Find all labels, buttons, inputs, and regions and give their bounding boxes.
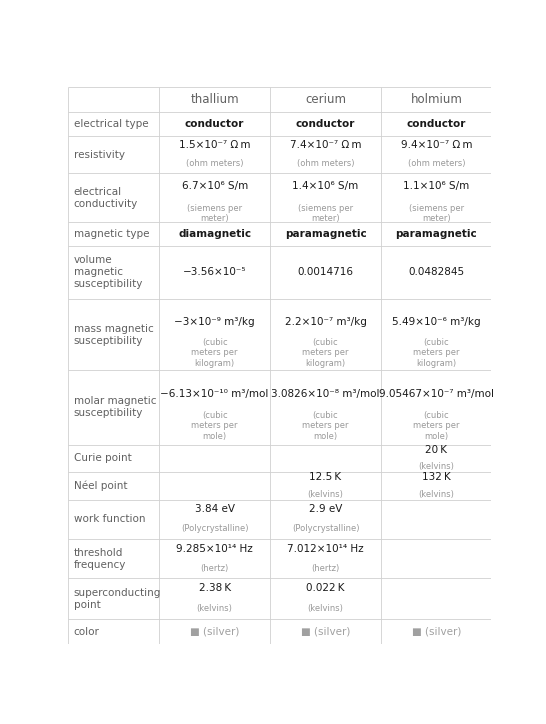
- Text: mass magnetic
susceptibility: mass magnetic susceptibility: [74, 324, 153, 345]
- Text: 9.05467×10⁻⁷ m³/mol: 9.05467×10⁻⁷ m³/mol: [379, 389, 494, 399]
- Text: color: color: [74, 627, 99, 637]
- Text: (kelvins): (kelvins): [307, 489, 343, 499]
- Text: conductor: conductor: [185, 119, 245, 129]
- Text: (cubic
meters per
mole): (cubic meters per mole): [302, 411, 349, 441]
- Text: (kelvins): (kelvins): [418, 462, 454, 471]
- Text: (cubic
meters per
mole): (cubic meters per mole): [192, 411, 238, 441]
- Text: ■ (silver): ■ (silver): [190, 627, 239, 637]
- Text: electrical
conductivity: electrical conductivity: [74, 187, 138, 209]
- Text: (kelvins): (kelvins): [197, 604, 233, 613]
- Text: 6.7×10⁶ S/m: 6.7×10⁶ S/m: [181, 182, 248, 191]
- Text: (cubic
meters per
kilogram): (cubic meters per kilogram): [192, 338, 238, 368]
- Text: magnetic type: magnetic type: [74, 229, 149, 239]
- Text: paramagnetic: paramagnetic: [395, 229, 477, 239]
- Text: (cubic
meters per
kilogram): (cubic meters per kilogram): [302, 338, 349, 368]
- Text: volume
magnetic
susceptibility: volume magnetic susceptibility: [74, 256, 143, 290]
- Text: 7.012×10¹⁴ Hz: 7.012×10¹⁴ Hz: [287, 544, 364, 554]
- Text: 1.1×10⁶ S/m: 1.1×10⁶ S/m: [403, 182, 470, 191]
- Text: −3×10⁻⁹ m³/kg: −3×10⁻⁹ m³/kg: [174, 317, 255, 327]
- Text: 3.0826×10⁻⁸ m³/mol: 3.0826×10⁻⁸ m³/mol: [271, 389, 380, 399]
- Text: 132 K: 132 K: [422, 472, 451, 482]
- Text: (ohm meters): (ohm meters): [186, 159, 244, 169]
- Text: 20 K: 20 K: [425, 445, 447, 455]
- Text: (Polycrystalline): (Polycrystalline): [292, 524, 359, 534]
- Text: diamagnetic: diamagnetic: [178, 229, 251, 239]
- Text: 0.0014716: 0.0014716: [298, 267, 353, 277]
- Text: ■ (silver): ■ (silver): [412, 627, 461, 637]
- Text: conductor: conductor: [296, 119, 355, 129]
- Text: thallium: thallium: [191, 93, 239, 106]
- Text: (cubic
meters per
mole): (cubic meters per mole): [413, 411, 460, 441]
- Text: (siemens per
meter): (siemens per meter): [409, 204, 464, 224]
- Text: 2.9 eV: 2.9 eV: [309, 504, 342, 514]
- Text: resistivity: resistivity: [74, 149, 124, 159]
- Text: cerium: cerium: [305, 93, 346, 106]
- Text: Néel point: Néel point: [74, 481, 127, 491]
- Text: ■ (silver): ■ (silver): [301, 627, 350, 637]
- Text: 3.84 eV: 3.84 eV: [195, 504, 235, 514]
- Text: 7.4×10⁻⁷ Ω m: 7.4×10⁻⁷ Ω m: [290, 140, 361, 150]
- Text: 12.5 K: 12.5 K: [310, 472, 342, 482]
- Text: (cubic
meters per
kilogram): (cubic meters per kilogram): [413, 338, 460, 368]
- Text: superconducting
point: superconducting point: [74, 588, 161, 610]
- Text: (ohm meters): (ohm meters): [297, 159, 354, 169]
- Text: (Polycrystalline): (Polycrystalline): [181, 524, 248, 534]
- Text: 0.0482845: 0.0482845: [408, 267, 465, 277]
- Text: (kelvins): (kelvins): [418, 489, 454, 499]
- Text: 9.285×10¹⁴ Hz: 9.285×10¹⁴ Hz: [176, 544, 253, 554]
- Text: threshold
frequency: threshold frequency: [74, 547, 126, 570]
- Text: molar magnetic
susceptibility: molar magnetic susceptibility: [74, 396, 156, 418]
- Text: 5.49×10⁻⁶ m³/kg: 5.49×10⁻⁶ m³/kg: [392, 317, 480, 327]
- Text: (ohm meters): (ohm meters): [408, 159, 465, 169]
- Text: 2.38 K: 2.38 K: [199, 584, 231, 594]
- Text: work function: work function: [74, 514, 145, 524]
- Text: (kelvins): (kelvins): [307, 604, 343, 613]
- Text: electrical type: electrical type: [74, 119, 149, 129]
- Text: 9.4×10⁻⁷ Ω m: 9.4×10⁻⁷ Ω m: [401, 140, 472, 150]
- Text: holmium: holmium: [411, 93, 462, 106]
- Text: (hertz): (hertz): [311, 564, 340, 573]
- Text: 1.5×10⁻⁷ Ω m: 1.5×10⁻⁷ Ω m: [179, 140, 251, 150]
- Text: −6.13×10⁻¹⁰ m³/mol: −6.13×10⁻¹⁰ m³/mol: [161, 389, 269, 399]
- Text: conductor: conductor: [407, 119, 466, 129]
- Text: 0.022 K: 0.022 K: [306, 584, 345, 594]
- Text: −3.56×10⁻⁵: −3.56×10⁻⁵: [183, 267, 246, 277]
- Text: (siemens per
meter): (siemens per meter): [298, 204, 353, 224]
- Text: paramagnetic: paramagnetic: [284, 229, 366, 239]
- Text: 2.2×10⁻⁷ m³/kg: 2.2×10⁻⁷ m³/kg: [284, 317, 366, 327]
- Text: Curie point: Curie point: [74, 453, 132, 463]
- Text: 1.4×10⁶ S/m: 1.4×10⁶ S/m: [293, 182, 359, 191]
- Text: (hertz): (hertz): [200, 564, 229, 573]
- Text: (siemens per
meter): (siemens per meter): [187, 204, 242, 224]
